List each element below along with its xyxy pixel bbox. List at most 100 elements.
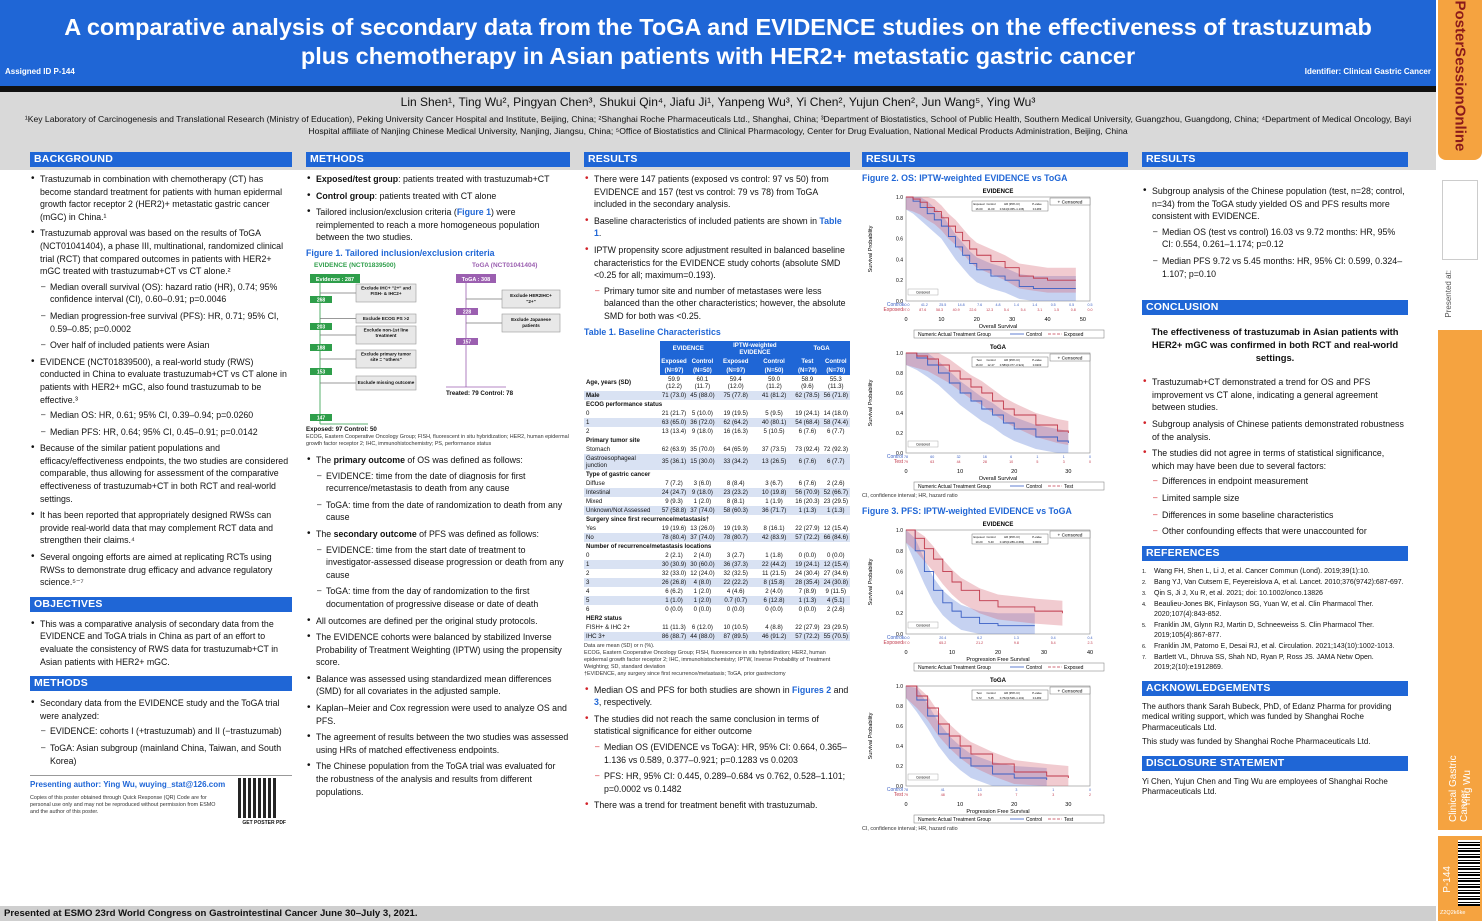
y-tick-label: 0.4 xyxy=(896,257,903,263)
control-legend-label: Control xyxy=(1026,817,1042,823)
x-tick-label: 10 xyxy=(957,469,963,475)
th-toga: ToGA xyxy=(793,340,850,357)
table-cell: 56 (70.9) xyxy=(793,487,822,497)
evidence-exclusion-label: Exclude non-1st line xyxy=(364,327,409,332)
censored-legend-box xyxy=(1049,686,1091,695)
sub-bullet: Primary tumor site and number of metasta… xyxy=(594,285,850,323)
x-axis-label: Overall Survival xyxy=(979,476,1018,482)
table-row: 0 21 (21.7) 5 (10.0) 19 (19.5) 5 (9.5) 19 (24… xyxy=(584,409,850,418)
table-cell: 19 (19.3) xyxy=(723,524,748,532)
inner-legend-label: Censored xyxy=(916,443,930,447)
ci-note: CI, confidence interval; HR, hazard rati… xyxy=(862,493,958,499)
table-cell: 1 (1.3) xyxy=(793,505,822,515)
control-survival-line xyxy=(906,352,1069,443)
inner-legend-label: Censored xyxy=(916,624,930,628)
evidence-exclusion-label: site = "others" xyxy=(370,357,402,362)
hr-table-cell: Control xyxy=(986,358,995,362)
sidebar: PosterSessionOnline Presented at: Clinic… xyxy=(1436,0,1484,921)
plot-frame xyxy=(905,529,1091,635)
table-row: 2 13 (13.4) 9 (18.0) 16 (16.3) 5 (10.5) 6 (7.… xyxy=(584,427,850,436)
copies-note: Copies of this poster obtained through Q… xyxy=(30,795,216,816)
hr-table-cell: Exposed xyxy=(974,202,985,206)
table-cell: 13 (26.0) xyxy=(690,524,715,532)
brand-logo[interactable]: PosterSessionOnline xyxy=(1438,0,1482,160)
censored-legend-label: + Censored xyxy=(1058,356,1083,362)
table-cell: 6 (7.6) xyxy=(798,427,817,435)
hr-table xyxy=(971,200,1049,212)
evidence-count-box xyxy=(310,367,332,375)
risk-cell: 0.4 xyxy=(1088,636,1093,640)
table-cell: 35 (70.0) xyxy=(690,445,715,453)
x-tick-label: 30 xyxy=(1065,802,1071,808)
table-1-title: Table 1. Baseline Characteristics xyxy=(584,326,721,337)
table-cell: 8 (8.1) xyxy=(726,497,745,505)
hr-table-cell: Control xyxy=(986,202,995,206)
table-cell: 37 (73.5) xyxy=(761,445,787,453)
risk-cell: 6 xyxy=(1010,455,1012,459)
sub-bullet: EVIDENCE: time from the date of diagnosi… xyxy=(316,470,570,495)
risk-cell: 78 xyxy=(904,788,908,792)
risk-cell: 97.0 xyxy=(903,308,910,312)
esmo-logo xyxy=(1442,180,1478,260)
table-cell: 9 (9.3) xyxy=(665,497,683,505)
bullet: IPTW propensity score adjustment resulte… xyxy=(584,244,850,323)
table-cell: 75 (77.8) xyxy=(716,390,755,400)
table-cell: 72 (92.3) xyxy=(823,445,848,453)
table-cell: 37 (74.0) xyxy=(688,505,717,515)
th-group: Control xyxy=(821,356,850,366)
risk-cell: 58.3 xyxy=(936,308,943,312)
sub-bullet: ToGA: time from the date of randomizatio… xyxy=(316,499,570,524)
table-cell: 22 (27.9) xyxy=(795,524,820,532)
table-cell: 52 (66.7) xyxy=(821,487,850,497)
hr-table-cell: Control xyxy=(986,691,995,695)
y-tick-label: 0.2 xyxy=(896,764,903,770)
risk-row-label: Control xyxy=(887,302,903,308)
hr-table-cell: 0.0203 xyxy=(1033,363,1042,367)
table-cell: 14 (18.0) xyxy=(823,409,848,417)
x-tick-label: 0 xyxy=(904,317,907,323)
inner-legend-box xyxy=(907,773,939,781)
table-cell: 13 (13.4) xyxy=(661,427,687,435)
sub-bullet: Median PFS 9.72 vs 5.45 months: HR, 95% … xyxy=(1152,255,1408,280)
section-heading: BACKGROUND xyxy=(30,152,292,167)
table-cell: 62 (63.9) xyxy=(661,445,687,453)
hr-table-cell: P-value xyxy=(1032,202,1042,206)
table-cell: 1 (2.0) xyxy=(693,497,712,505)
figure-1-flowchart: EVIDENCE (NCT01839500) ToGA (NCT01041404… xyxy=(306,262,570,434)
table-cell: 6 (7.6) xyxy=(798,479,817,487)
conclusion-box: The effectiveness of trastuzumab in Asia… xyxy=(1151,326,1399,364)
risk-cell: 6.2 xyxy=(977,636,982,640)
risk-cell: 63 xyxy=(930,460,934,464)
toga-outcome: Treated: 79 Control: 78 xyxy=(446,389,514,397)
group-legend-box xyxy=(913,814,1105,824)
table-cell: 78 (80.7) xyxy=(716,532,755,542)
table-cell: 8 (15.8) xyxy=(754,577,794,587)
x-tick-label: 30 xyxy=(1009,317,1015,323)
table-cell: 9 (18.0) xyxy=(691,427,713,435)
bullet: The primary outcome of OS was defined as… xyxy=(306,454,570,524)
table-cell: 71 (73.0) xyxy=(659,390,689,400)
hr-table-cell: 5.45 xyxy=(988,696,994,700)
column-4: RESULTS Figure 2. OS: IPTW-weighted EVID… xyxy=(862,152,1128,833)
risk-cell: 60 xyxy=(930,455,934,459)
risk-cell: 5.4 xyxy=(1004,308,1009,312)
sub-bullet: Median OS (EVIDENCE vs ToGA): HR, 95% CI… xyxy=(594,741,850,766)
exposed-legend-label: Exposed xyxy=(1064,332,1084,338)
table-cell: 1 (1.0) xyxy=(659,595,689,605)
evidence-count-label: 268 xyxy=(317,297,326,303)
evidence-exclusion-label: Exclude ECOG PS >2 xyxy=(363,316,410,321)
control-legend-label: Control xyxy=(1026,484,1042,490)
table-cell: 45 (88.0) xyxy=(688,390,717,400)
evidence-count-label: 147 xyxy=(317,415,326,421)
bullet: Kaplan–Meier and Cox regression were use… xyxy=(306,702,570,727)
risk-cell: 3 xyxy=(1063,460,1065,464)
sub-bullet: Median OS (test vs control) 16.03 vs 9.7… xyxy=(1152,226,1408,251)
risk-row-label: Exposed xyxy=(884,307,904,313)
risk-cell: 87.6 xyxy=(919,308,926,312)
sidebar-author: Ying Wu xyxy=(1462,770,1473,808)
sub-bullet: EVIDENCE: cohorts I (+trastuzumab) and I… xyxy=(40,725,292,738)
qr-code-icon[interactable] xyxy=(238,778,278,819)
table-cell: 4 (8.0) xyxy=(688,577,717,587)
x-tick-label: 40 xyxy=(1044,317,1050,323)
column-2: METHODS Exposed/test group: patients tre… xyxy=(306,152,570,802)
